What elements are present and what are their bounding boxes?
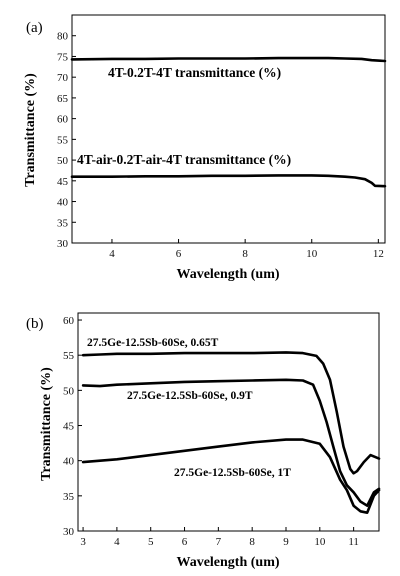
plot-frame-a xyxy=(71,14,386,244)
annotation-series-a1: 4T-0.2T-4T transmittance (%) xyxy=(108,65,281,80)
x-tick-label-a: 6 xyxy=(176,248,182,260)
y-tick-label-a: 40 xyxy=(57,197,69,209)
x-tick-label-a: 10 xyxy=(306,248,318,260)
x-tick-label-a: 8 xyxy=(242,248,248,260)
x-tick-label-b: 7 xyxy=(216,536,222,548)
x-tick-label-b: 11 xyxy=(348,536,359,548)
y-tick-label-a: 45 xyxy=(57,176,69,188)
x-tick-label-b: 3 xyxy=(80,536,86,548)
x-tick-label-a: 12 xyxy=(373,248,384,260)
y-tick-label-a: 75 xyxy=(57,51,69,63)
series-line-a1 xyxy=(70,56,387,63)
x-tick-label-b: 5 xyxy=(148,536,154,548)
x-tick-label-b: 10 xyxy=(314,536,326,548)
x-axis-title-a: Wavelength (um) xyxy=(176,267,279,282)
y-tick-label-a: 35 xyxy=(57,217,69,229)
series-line-b3 xyxy=(81,438,381,515)
series-line-b2 xyxy=(81,378,381,508)
y-tick-label-a: 50 xyxy=(57,155,69,167)
x-tick-label-b: 4 xyxy=(114,536,120,548)
y-tick-label-b: 50 xyxy=(63,385,75,397)
series-line-a2 xyxy=(70,174,387,188)
lines-a xyxy=(70,56,387,188)
y-axis-title-a: Transmittance (%) xyxy=(23,73,38,187)
annotation-series-b3: 27.5Ge-12.5Sb-60Se, 1T xyxy=(174,467,291,479)
annotation-series-b1: 27.5Ge-12.5Sb-60Se, 0.65T xyxy=(87,337,219,349)
y-tick-label-a: 60 xyxy=(57,114,69,126)
y-tick-label-b: 60 xyxy=(63,315,75,327)
series-line-b1 xyxy=(81,351,381,475)
lines-b xyxy=(81,351,381,515)
y-tick-label-b: 35 xyxy=(63,491,75,503)
y-tick-label-a: 30 xyxy=(57,238,69,250)
plot-frame-b xyxy=(77,312,380,532)
panel-label-a: (a) xyxy=(26,20,43,36)
x-tick-label-b: 6 xyxy=(182,536,188,548)
y-tick-label-a: 55 xyxy=(57,134,69,146)
annotation-series-b2: 27.5Ge-12.5Sb-60Se, 0.9T xyxy=(127,390,253,402)
y-tick-label-a: 65 xyxy=(57,93,69,105)
y-tick-label-a: 70 xyxy=(57,72,69,84)
y-tick-label-a: 80 xyxy=(57,31,69,43)
x-axis-title-b: Wavelength (um) xyxy=(176,555,279,570)
x-tick-label-a: 4 xyxy=(109,248,115,260)
panel-a: (a) 4 6 8 10 12 30 35 40 45 50 55 60 65 70 75 80 4T-0.2… xyxy=(23,14,387,282)
y-tick-label-b: 40 xyxy=(63,456,75,468)
y-axis-title-b: Transmittance (%) xyxy=(39,367,54,481)
annotation-series-a2: 4T-air-0.2T-air-4T transmittance (%) xyxy=(77,152,291,167)
ticks-a: 4 6 8 10 12 30 35 40 45 50 55 60 65 70 75 80 xyxy=(57,31,384,260)
y-tick-label-b: 55 xyxy=(63,350,75,362)
y-tick-label-b: 45 xyxy=(63,421,75,433)
x-tick-label-b: 9 xyxy=(283,536,289,548)
panel-label-b: (b) xyxy=(26,316,44,332)
x-tick-label-b: 8 xyxy=(249,536,255,548)
y-tick-label-b: 30 xyxy=(63,526,75,538)
